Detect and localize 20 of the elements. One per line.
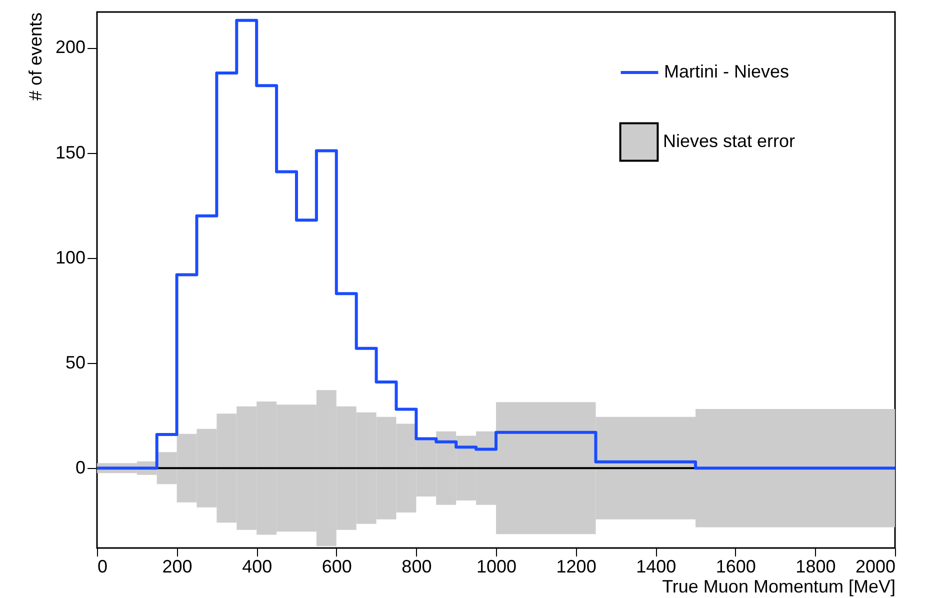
x-tick-label: 1600 bbox=[716, 556, 756, 576]
y-tick-label: 50 bbox=[65, 352, 86, 373]
y-axis-title: # of events bbox=[25, 12, 46, 101]
y-tick-label: 150 bbox=[55, 142, 86, 162]
x-tick-label: 600 bbox=[322, 556, 352, 576]
x-tick-label: 800 bbox=[402, 556, 432, 576]
x-tick-label: 200 bbox=[162, 556, 192, 576]
x-tick-label: 1200 bbox=[556, 556, 596, 576]
x-tick-label: 1400 bbox=[636, 556, 676, 576]
x-tick-label: 2000 bbox=[855, 556, 896, 576]
y-tick-label: 200 bbox=[55, 37, 86, 58]
legend-label: Nieves stat error bbox=[663, 131, 796, 151]
y-tick-label: 0 bbox=[75, 458, 86, 478]
x-tick-label: 1800 bbox=[796, 556, 836, 576]
legend-label: Martini - Nieves bbox=[664, 62, 790, 82]
y-tick-label: 100 bbox=[55, 247, 86, 268]
x-tick-label: 400 bbox=[242, 556, 272, 576]
x-axis-title: True Muon Momentum [MeV] bbox=[662, 576, 896, 596]
x-tick-label: 1000 bbox=[476, 556, 517, 576]
x-tick-label: 0 bbox=[98, 556, 108, 576]
